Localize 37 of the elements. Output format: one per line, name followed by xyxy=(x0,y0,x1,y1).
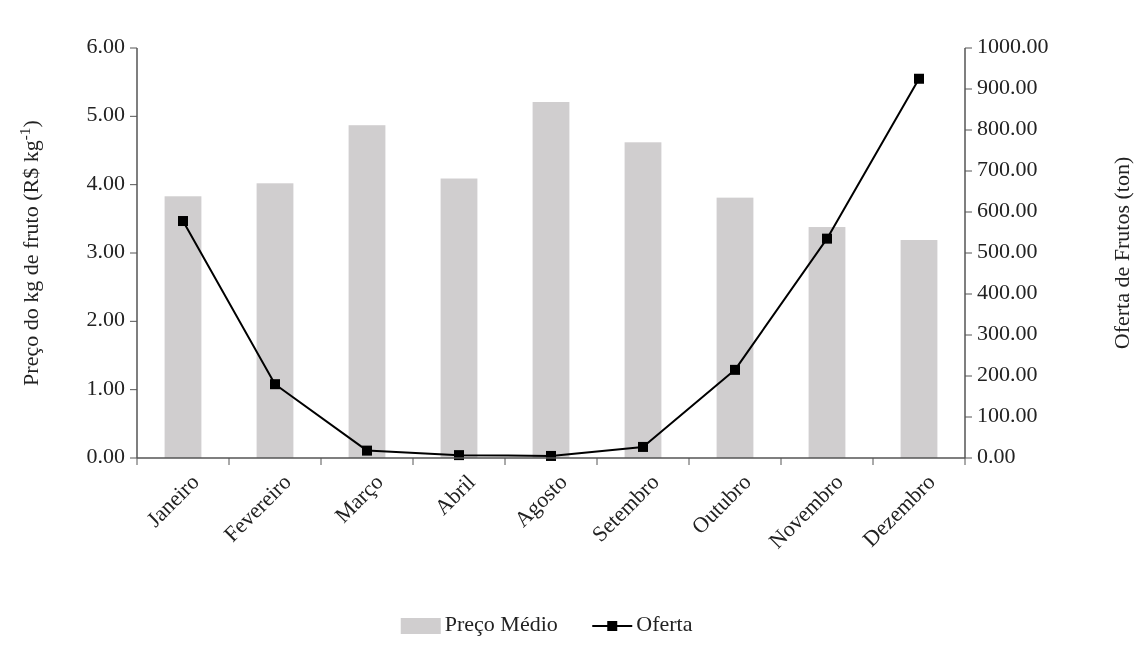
y2-tick-label: 100.00 xyxy=(977,402,1038,428)
y2-tick-label: 1000.00 xyxy=(977,33,1049,59)
y2-axis-title: Oferta de Frutos (ton) xyxy=(1109,156,1134,350)
y2-tick-label: 700.00 xyxy=(977,156,1038,182)
y2-tick-label: 500.00 xyxy=(977,238,1038,264)
bar xyxy=(256,183,294,458)
bar xyxy=(532,101,570,458)
bar xyxy=(348,125,386,458)
y2-tick-label: 900.00 xyxy=(977,74,1038,100)
point xyxy=(822,233,832,244)
point xyxy=(178,216,188,227)
y2-tick-label: 400.00 xyxy=(977,279,1038,305)
y2-tick-label: 200.00 xyxy=(977,361,1038,387)
bar xyxy=(900,240,938,458)
y2-tick-label: 300.00 xyxy=(977,320,1038,346)
y-tick-label: 5.00 xyxy=(86,101,125,127)
bar xyxy=(164,196,202,458)
y-tick-label: 6.00 xyxy=(86,33,125,59)
y-tick-label: 4.00 xyxy=(86,169,125,195)
y2-tick-label: 0.00 xyxy=(977,443,1016,469)
bar xyxy=(624,142,662,458)
y2-tick-label: 800.00 xyxy=(977,115,1038,141)
point xyxy=(270,379,280,390)
y2-tick-label: 600.00 xyxy=(977,197,1038,223)
y-tick-label: 0.00 xyxy=(86,443,125,469)
point xyxy=(730,364,740,375)
point xyxy=(362,445,372,456)
bar xyxy=(808,227,846,458)
point xyxy=(914,73,924,84)
legend-label: Preço Médio xyxy=(444,611,558,637)
bar xyxy=(716,197,754,458)
y-tick-label: 2.00 xyxy=(86,306,125,332)
legend-label: Oferta xyxy=(636,611,693,637)
y-tick-label: 1.00 xyxy=(86,374,125,400)
bar xyxy=(440,178,478,458)
point xyxy=(638,441,648,452)
y-tick-label: 3.00 xyxy=(86,238,125,264)
